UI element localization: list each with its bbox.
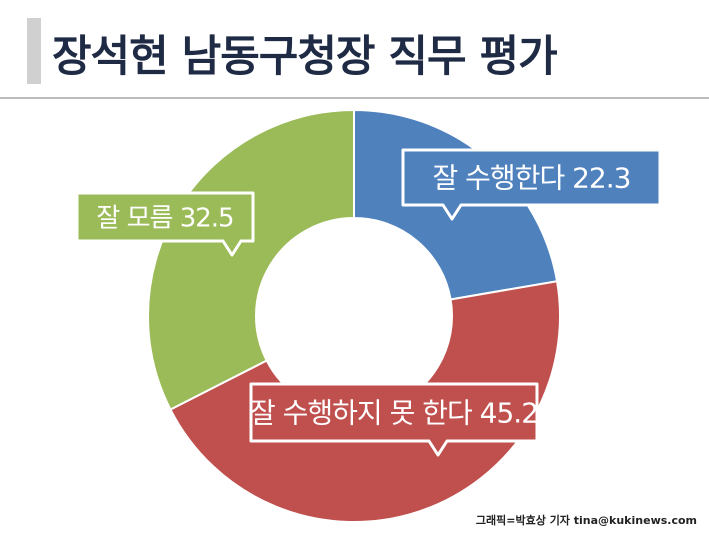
graphic-credit: 그래픽=박효상 기자 tina@kukinews.com: [475, 514, 697, 527]
label-dont-know: 잘 모름 32.5: [75, 191, 255, 257]
callout-box: [249, 382, 539, 457]
slice-label-text: 잘 수행하지 못 한다 45.2: [250, 397, 538, 430]
slice-dont-know: [147, 108, 355, 411]
label-not-performing: 잘 수행하지 못 한다 45.2: [249, 382, 539, 457]
page-title: 장석현 남동구청장 직무 평가: [52, 32, 558, 82]
label-well-performing: 잘 수행한다 22.3: [401, 148, 662, 221]
title-accent-bar: [27, 18, 41, 84]
slice-label-text: 잘 수행한다 22.3: [433, 162, 631, 195]
title-divider: [0, 97, 709, 99]
callout-box: [75, 191, 255, 257]
slice-label-text: 잘 모름 32.5: [96, 203, 233, 233]
callout-box: [401, 148, 662, 221]
